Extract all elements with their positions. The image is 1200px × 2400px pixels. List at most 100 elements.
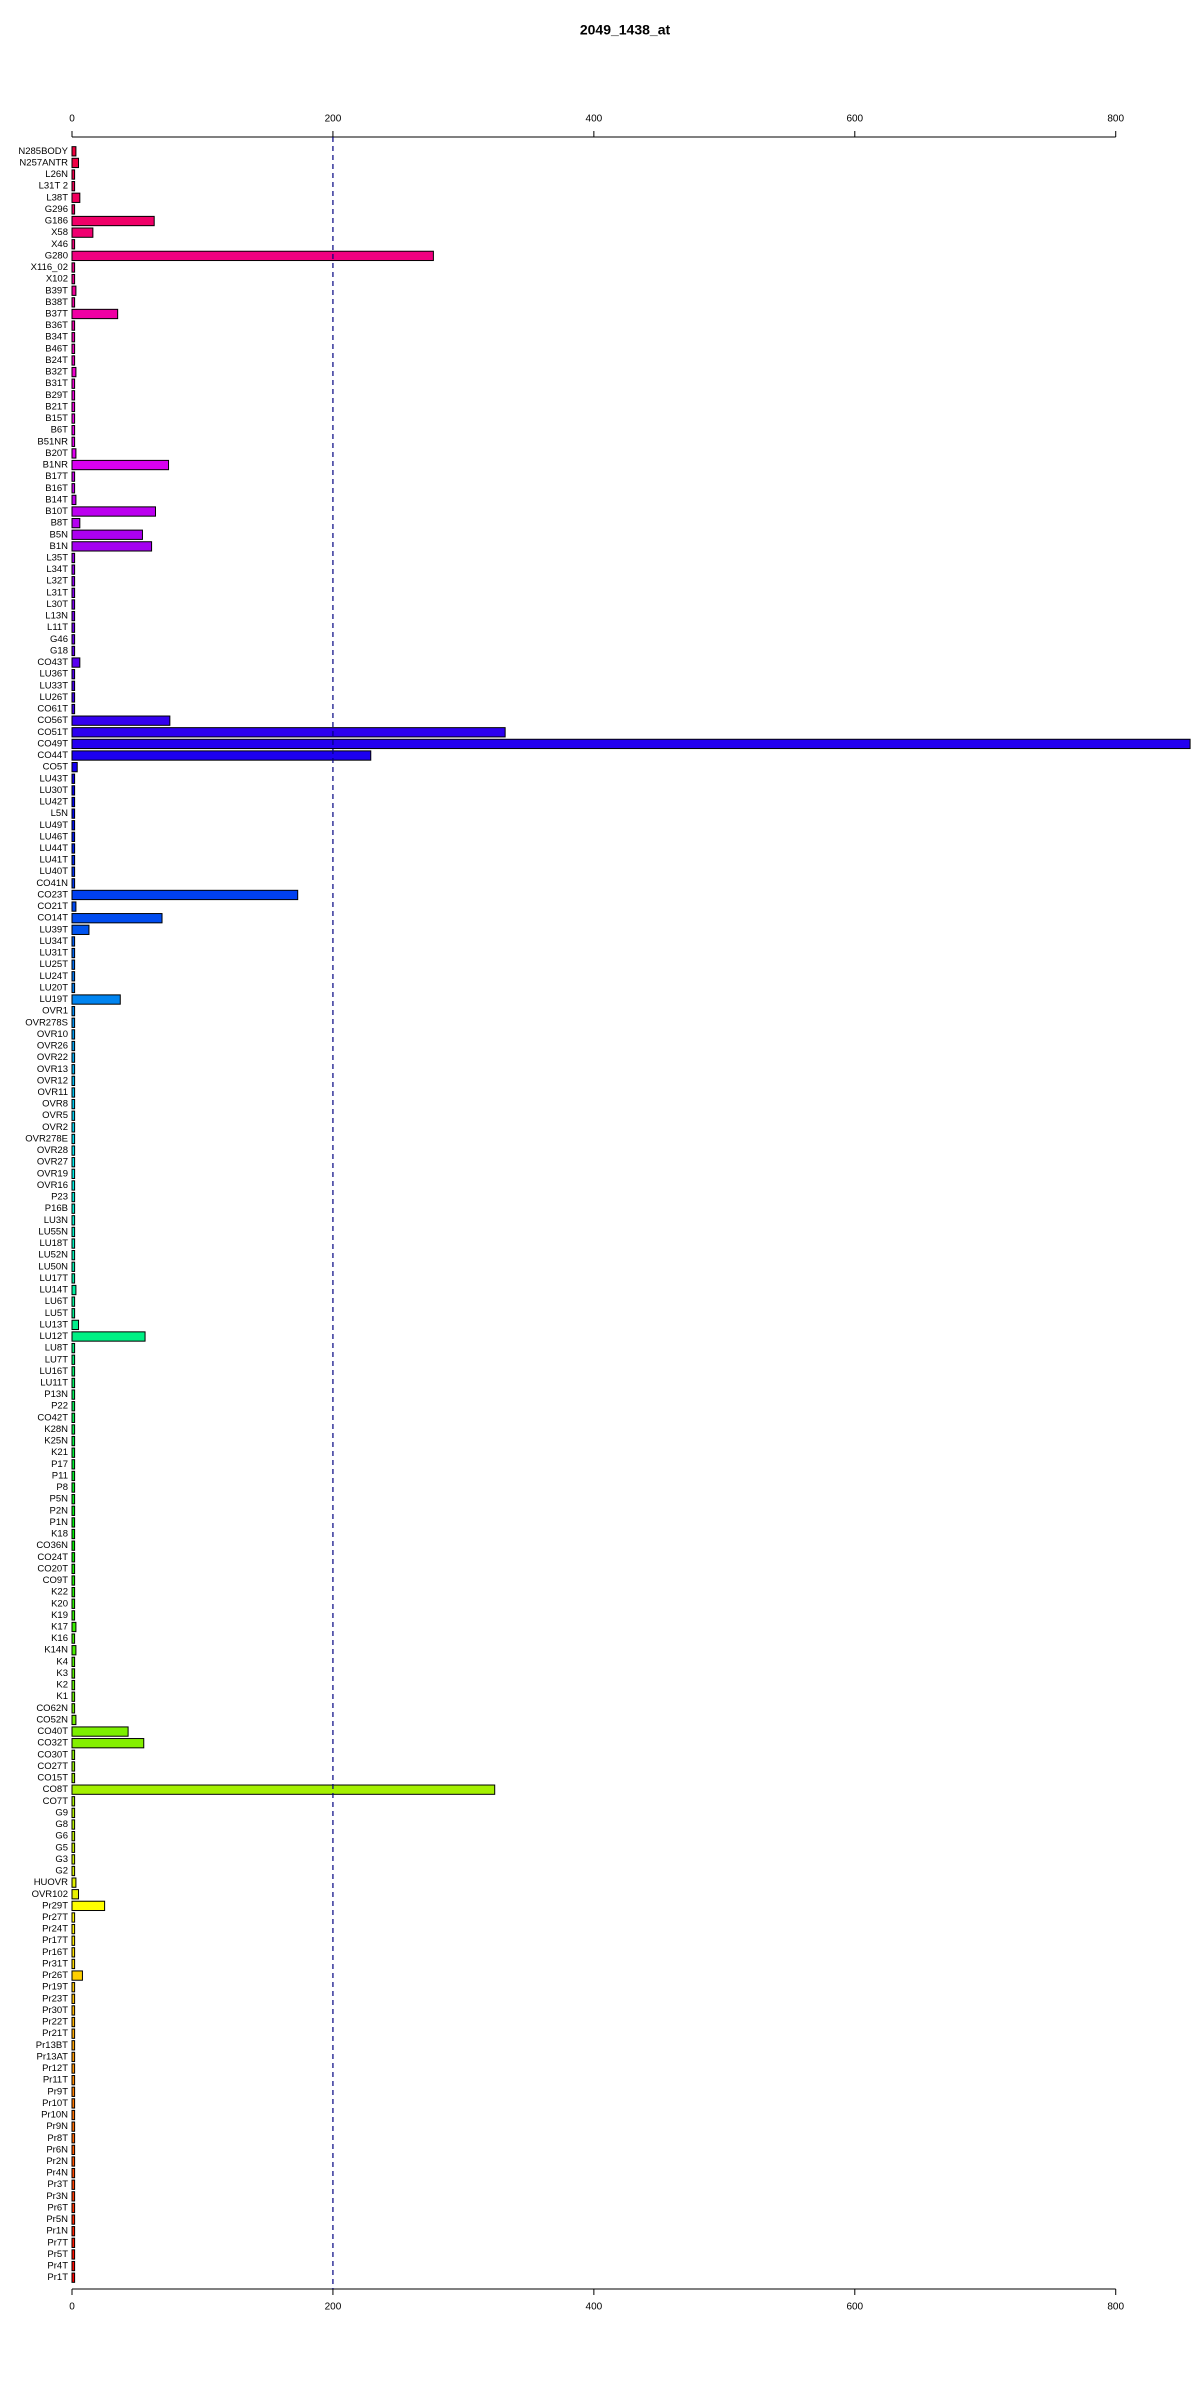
y-tick-label: LU18T [39,1238,68,1249]
bar [71,378,76,389]
y-tick-label: CO8T [43,1784,69,1795]
bar [71,634,76,645]
y-tick-label: K19 [51,1610,68,1621]
bar [71,285,77,296]
y-tick-label: CO15T [37,1773,68,1784]
bar [71,1830,76,1842]
bar [71,1412,76,1423]
bar [71,1389,76,1400]
y-tick-label: Pr21T [42,2028,68,2039]
bar [71,1645,77,1656]
bar [71,517,81,529]
y-tick-label: LU13T [39,1319,68,1330]
bar [71,541,153,552]
bar [71,1586,76,1598]
y-tick-label: L34T [46,564,68,575]
bar [71,1947,76,1958]
bar [71,2051,76,2063]
bar [71,645,76,657]
y-tick-label: P23 [51,1192,68,1203]
bar [71,425,76,436]
bar [71,1273,76,1284]
bar [71,866,76,877]
y-tick-label: OVR22 [37,1052,68,1063]
y-tick-label: G186 [45,216,68,227]
y-tick-label: K28N [44,1424,68,1435]
bar [71,1133,76,1145]
y-tick-label: CO27T [37,1761,68,1772]
y-tick-label: LU31T [39,948,68,959]
bar [71,1366,76,1377]
bar [71,448,77,459]
y-tick-label: LU24T [39,971,68,982]
y-tick-label: CO42T [37,1412,68,1423]
y-tick-label: B16T [45,483,68,494]
y-tick-label: Pr19T [42,1982,68,1993]
bar [71,1342,76,1354]
y-tick-label: OVR27 [37,1157,68,1168]
y-tick-label: CO30T [37,1749,68,1760]
bar [71,1494,76,1505]
y-tick-label: N285BODY [18,146,68,157]
y-tick-label: K21 [51,1447,68,1458]
bar [71,1203,76,1214]
bar [71,564,76,575]
bar [71,994,121,1005]
y-tick-label: CO52N [36,1714,68,1725]
y-tick-label: B29T [45,390,68,401]
y-tick-label: B24T [45,355,68,366]
y-tick-label: L30T [46,599,68,610]
y-tick-label: X46 [51,239,68,250]
bar [71,2260,76,2272]
bar [71,1517,76,1528]
y-tick-label: P22 [51,1401,68,1412]
bar [71,320,76,331]
y-tick-label: B1NR [43,460,68,471]
bar [71,750,372,761]
y-tick-label: Pr22T [42,2017,68,2028]
y-tick-label: OVR11 [38,1087,68,1098]
bar [71,2086,76,2097]
bar [71,831,76,843]
y-tick-label: LU6T [45,1296,68,1307]
y-tick-label: LU8T [45,1343,68,1354]
y-tick-label: LU55N [38,1226,68,1237]
bar [71,181,76,192]
bar [71,1923,76,1935]
y-tick-label: OVR28 [37,1145,68,1156]
bar [71,1772,76,1784]
bar [71,1040,76,1052]
bar [71,1238,76,1249]
bar [71,924,90,935]
y-tick-label: Pr24T [42,1924,68,1935]
bar [71,1703,76,1714]
bar [71,959,76,970]
bar [71,1807,76,1819]
bar [71,680,76,691]
y-tick-label: OVR102 [32,1889,68,1900]
y-tick-label: CO9T [43,1575,69,1586]
bar [71,413,76,424]
y-tick-label: LU40T [39,866,68,877]
y-tick-label: Pr9N [46,2121,68,2132]
y-tick-label: LU50N [38,1261,68,1272]
bar [71,2144,76,2156]
bar [71,297,76,308]
bar [71,2133,76,2144]
y-tick-label: Pr5T [47,2249,68,2260]
bar [71,1435,76,1447]
bar [71,2040,76,2051]
bar [71,936,76,947]
y-tick-label: CO43T [37,657,68,668]
bar [71,204,76,215]
y-tick-label: B21T [45,401,68,412]
y-tick-label: P2N [50,1505,69,1516]
y-tick-label: B31T [45,378,68,389]
bar [71,1250,76,1261]
y-tick-label: Pr12T [42,2063,68,2074]
bar [71,1168,76,1179]
y-tick-label: P8 [56,1482,68,1493]
y-tick-label: LU30T [39,785,68,796]
bar [71,1215,76,1226]
bar [71,1331,146,1342]
